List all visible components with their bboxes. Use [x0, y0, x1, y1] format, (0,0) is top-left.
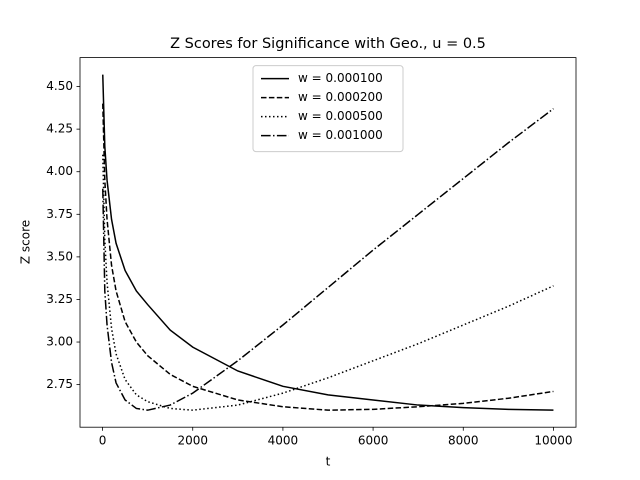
series-line — [102, 74, 554, 411]
x-tick-label: 6000 — [358, 434, 389, 448]
y-tick-label: 3.25 — [46, 292, 73, 306]
axes-frame — [79, 57, 577, 428]
legend-box — [252, 65, 404, 153]
y-tick-label: 3.75 — [46, 207, 73, 221]
y-tick-label: 3.00 — [46, 335, 73, 349]
x-tick-label: 0 — [99, 434, 107, 448]
y-tick-label: 4.00 — [46, 164, 73, 178]
x-tick-label: 2000 — [177, 434, 208, 448]
y-axis-label: Z score — [19, 220, 33, 264]
x-tick-label: 4000 — [268, 434, 299, 448]
x-axis-label: t — [326, 455, 331, 469]
legend-label: w = 0.001000 — [298, 128, 383, 142]
y-tick-label: 3.50 — [46, 249, 73, 263]
y-tick-label: 4.25 — [46, 122, 73, 136]
series-line — [102, 108, 554, 411]
legend-label: w = 0.000500 — [298, 109, 383, 123]
y-tick-label: 2.75 — [46, 377, 73, 391]
x-tick-label: 10000 — [534, 434, 572, 448]
series-line — [102, 154, 554, 411]
chart-title: Z Scores for Significance with Geo., u =… — [170, 36, 486, 52]
y-tick-label: 4.50 — [46, 79, 73, 93]
legend-label: w = 0.000200 — [298, 90, 383, 104]
legend-label: w = 0.000100 — [298, 71, 383, 85]
series-line — [102, 103, 554, 411]
x-tick-label: 8000 — [448, 434, 479, 448]
